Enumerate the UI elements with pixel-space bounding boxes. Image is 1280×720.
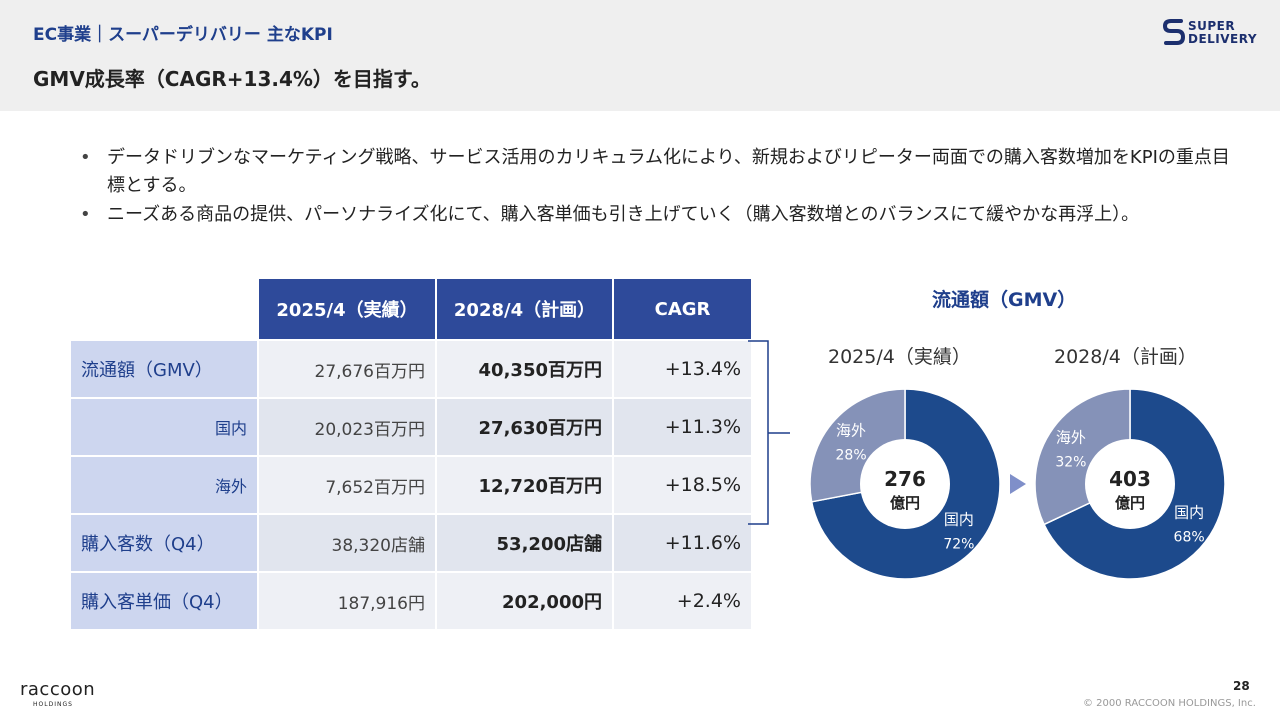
raccoon-logo: raccoon HOLDINGS bbox=[20, 679, 95, 709]
gmv-bracket bbox=[748, 340, 790, 525]
table-row: 海外 7,652百万円 12,720百万円 +18.5% bbox=[71, 457, 751, 513]
column-header: CAGR bbox=[614, 279, 751, 339]
super-delivery-wordmark: SUPER DELIVERY bbox=[1188, 19, 1258, 46]
center-unit: 億円 bbox=[1115, 494, 1145, 512]
bullet-item: データドリブンなマーケティング戦略、サービス活用のカリキュラム化により、新規およ… bbox=[80, 144, 1230, 200]
page-title: GMV成長率（CAGR+13.4%）を目指す。 bbox=[33, 67, 431, 91]
actual-value: 7,652百万円 bbox=[259, 457, 435, 513]
copyright: © 2000 RACCOON HOLDINGS, Inc. bbox=[1083, 698, 1256, 709]
cagr-value: +11.6% bbox=[614, 515, 751, 571]
donut-hole bbox=[1085, 439, 1175, 529]
bullet-list: データドリブンなマーケティング戦略、サービス活用のカリキュラム化により、新規およ… bbox=[80, 144, 1230, 230]
column-header: 2025/4（実績） bbox=[259, 279, 435, 339]
table-row: 流通額（GMV） 27,676百万円 40,350百万円 +13.4% bbox=[71, 341, 751, 397]
raccoon-holdings-text: HOLDINGS bbox=[33, 701, 73, 708]
plan-value: 12,720百万円 bbox=[437, 457, 612, 513]
row-label: 購入客数（Q4） bbox=[71, 515, 257, 571]
slice-name-label: 海外 bbox=[1056, 428, 1086, 446]
table-row: 国内 20,023百万円 27,630百万円 +11.3% bbox=[71, 399, 751, 455]
table-row: 購入客数（Q4） 38,320店舗 53,200店舗 +11.6% bbox=[71, 515, 751, 571]
plan-value: 40,350百万円 bbox=[437, 341, 612, 397]
cagr-value: +11.3% bbox=[614, 399, 751, 455]
donut-hole bbox=[860, 439, 950, 529]
actual-value: 187,916円 bbox=[259, 573, 435, 629]
row-label: 流通額（GMV） bbox=[71, 341, 257, 397]
slice-percent-label: 72% bbox=[943, 537, 974, 553]
center-value: 403 bbox=[1109, 467, 1151, 491]
slide-header: EC事業｜スーパーデリバリー 主なKPI GMV成長率（CAGR+13.4%）を… bbox=[0, 0, 1280, 111]
row-label: 国内 bbox=[71, 399, 257, 455]
center-value: 276 bbox=[884, 467, 926, 491]
raccoon-wordmark: raccoon bbox=[20, 679, 96, 700]
chart-title: 流通額（GMV） bbox=[932, 289, 1077, 311]
cagr-value: +18.5% bbox=[614, 457, 751, 513]
actual-value: 38,320店舗 bbox=[259, 515, 435, 571]
cagr-value: +2.4% bbox=[614, 573, 751, 629]
plan-value: 202,000円 bbox=[437, 573, 612, 629]
table-row: 購入客単価（Q4） 187,916円 202,000円 +2.4% bbox=[71, 573, 751, 629]
slice-percent-label: 32% bbox=[1055, 454, 1086, 470]
super-delivery-mark-icon bbox=[1163, 19, 1185, 45]
table-header-row: 2025/4（実績） 2028/4（計画） CAGR bbox=[71, 279, 751, 339]
plan-value: 27,630百万円 bbox=[437, 399, 612, 455]
row-label: 購入客単価（Q4） bbox=[71, 573, 257, 629]
cagr-value: +13.4% bbox=[614, 341, 751, 397]
slice-name-label: 国内 bbox=[944, 511, 974, 529]
slice-name-label: 海外 bbox=[836, 421, 866, 439]
arrow-right-icon bbox=[1010, 474, 1026, 494]
super-delivery-logo: SUPER DELIVERY bbox=[1163, 18, 1263, 48]
pie-label-2028: 2028/4（計画） bbox=[1054, 346, 1197, 368]
kpi-table: 2025/4（実績） 2028/4（計画） CAGR 流通額（GMV） 27,6… bbox=[69, 277, 753, 631]
slice-name-label: 国内 bbox=[1174, 504, 1204, 522]
actual-value: 27,676百万円 bbox=[259, 341, 435, 397]
slice-percent-label: 68% bbox=[1174, 530, 1205, 546]
center-unit: 億円 bbox=[890, 494, 920, 512]
bullet-item: ニーズある商品の提供、パーソナライズ化にて、購入客単価も引き上げていく（購入客数… bbox=[80, 201, 1230, 229]
actual-value: 20,023百万円 bbox=[259, 399, 435, 455]
page-number: 28 bbox=[1233, 679, 1250, 693]
slice-percent-label: 28% bbox=[836, 447, 867, 463]
table-corner bbox=[71, 279, 257, 339]
plan-value: 53,200店舗 bbox=[437, 515, 612, 571]
row-label: 海外 bbox=[71, 457, 257, 513]
pie-label-2025: 2025/4（実績） bbox=[828, 346, 971, 368]
column-header: 2028/4（計画） bbox=[437, 279, 612, 339]
breadcrumb: EC事業｜スーパーデリバリー 主なKPI bbox=[33, 25, 333, 45]
